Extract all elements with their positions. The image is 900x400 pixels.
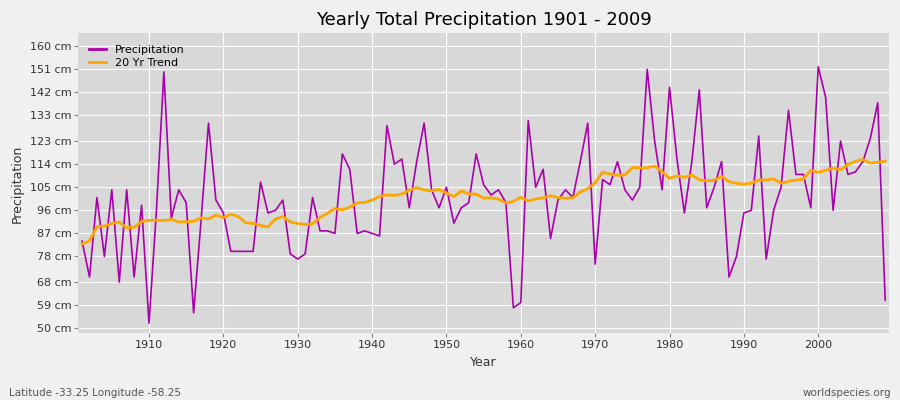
20 Yr Trend: [76, 242, 87, 246]
20 Yr Trend: [300, 222, 310, 227]
Precipitation: [352, 231, 363, 236]
Precipitation: [144, 321, 155, 326]
Precipitation: [136, 203, 147, 208]
Precipitation: [880, 298, 891, 302]
Text: worldspecies.org: worldspecies.org: [803, 388, 891, 398]
Y-axis label: Precipitation: Precipitation: [11, 144, 24, 222]
Legend: Precipitation, 20 Yr Trend: Precipitation, 20 Yr Trend: [84, 39, 190, 74]
20 Yr Trend: [516, 195, 526, 200]
Precipitation: [307, 195, 318, 200]
20 Yr Trend: [858, 157, 868, 162]
Line: Precipitation: Precipitation: [82, 67, 886, 323]
20 Yr Trend: [136, 219, 147, 224]
20 Yr Trend: [508, 199, 518, 204]
Precipitation: [813, 64, 824, 69]
Text: Latitude -33.25 Longitude -58.25: Latitude -33.25 Longitude -58.25: [9, 388, 181, 398]
Precipitation: [612, 159, 623, 164]
X-axis label: Year: Year: [471, 356, 497, 369]
Line: 20 Yr Trend: 20 Yr Trend: [82, 160, 886, 244]
20 Yr Trend: [880, 159, 891, 164]
Title: Yearly Total Precipitation 1901 - 2009: Yearly Total Precipitation 1901 - 2009: [316, 11, 652, 29]
20 Yr Trend: [345, 205, 356, 210]
Precipitation: [523, 118, 534, 123]
Precipitation: [76, 239, 87, 244]
20 Yr Trend: [605, 172, 616, 176]
Precipitation: [516, 300, 526, 305]
